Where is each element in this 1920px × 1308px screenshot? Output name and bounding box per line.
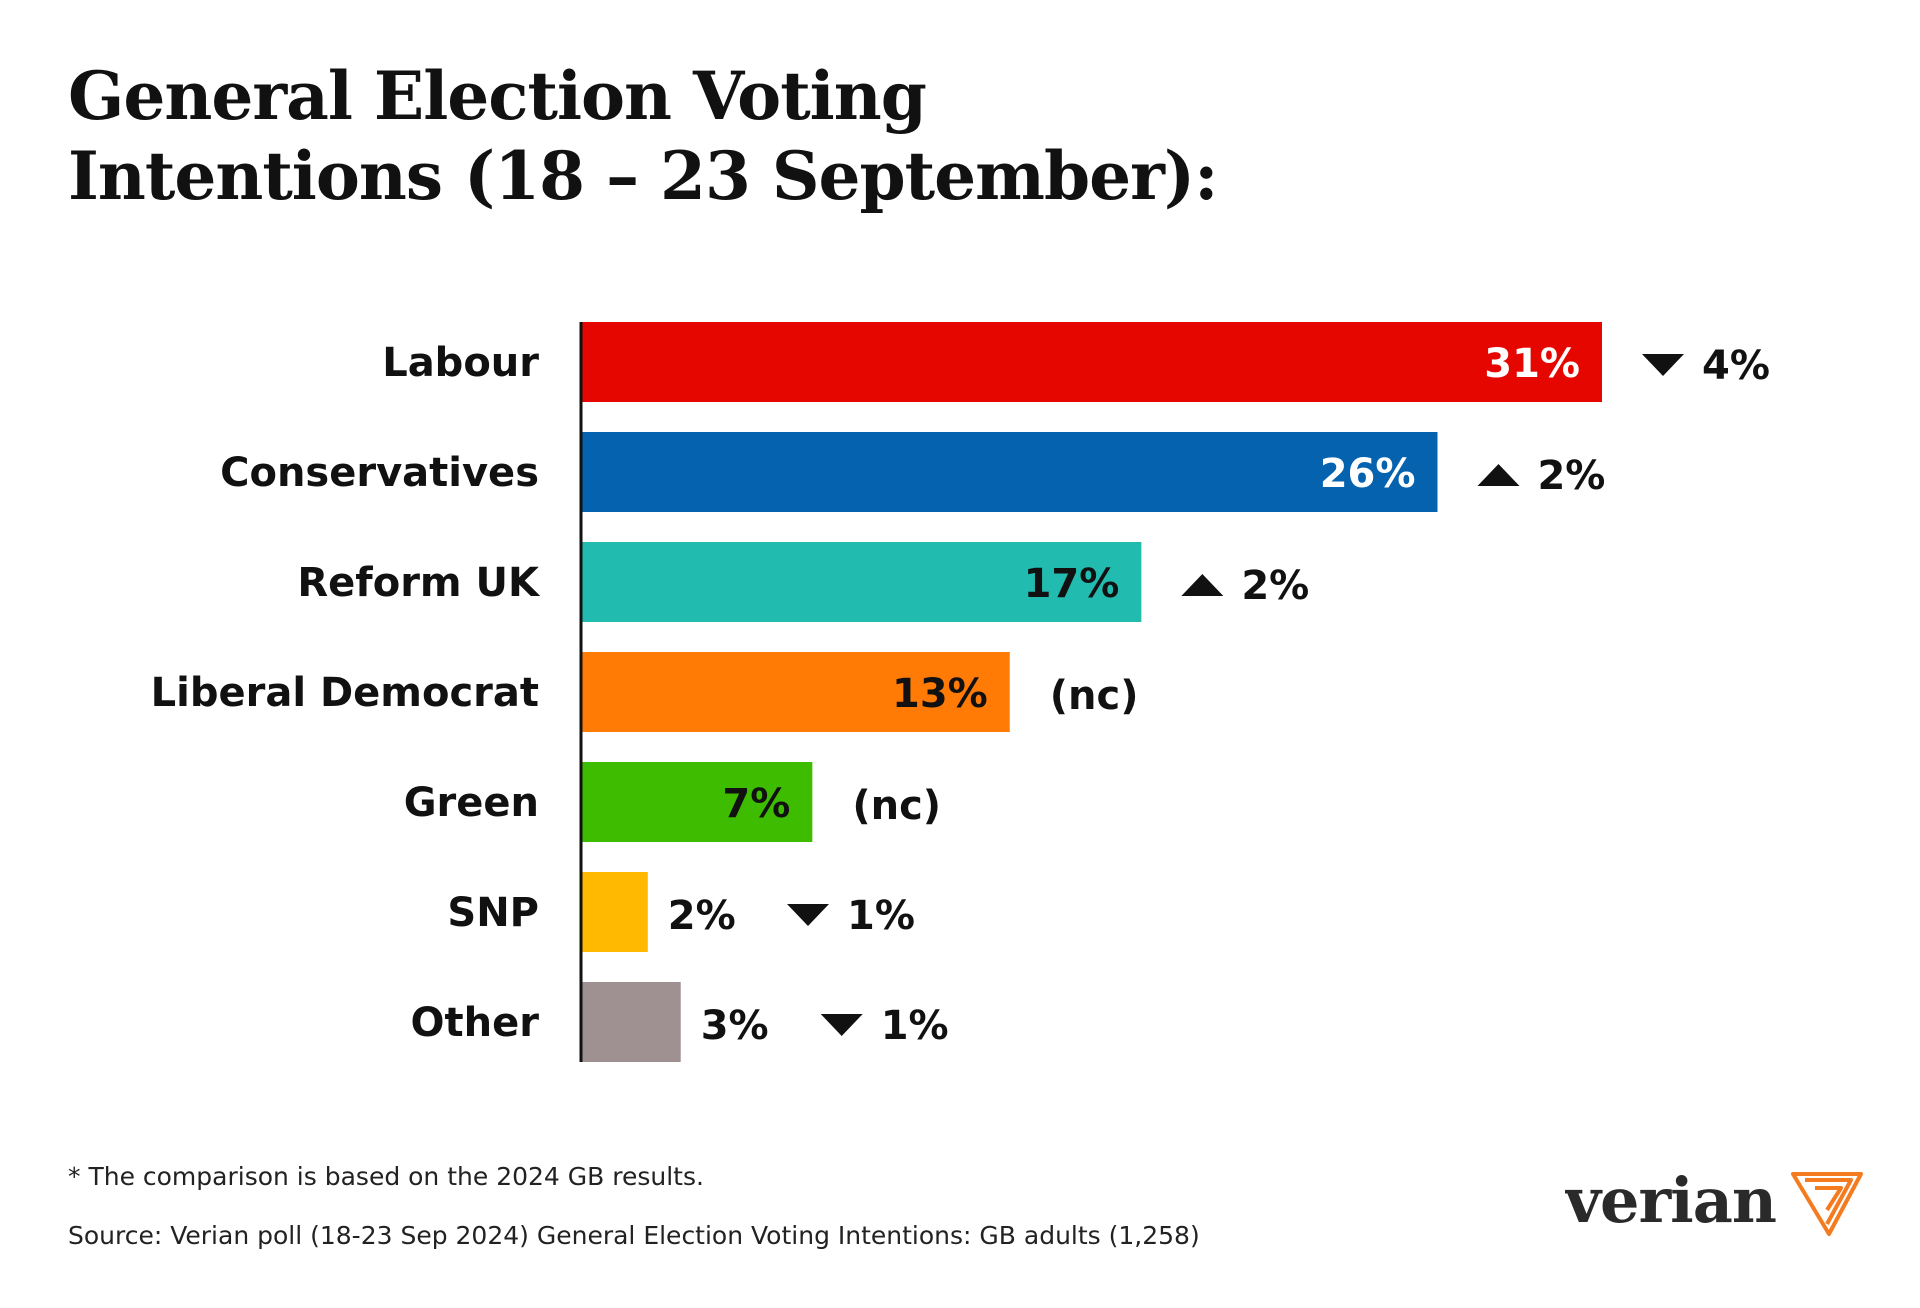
bar-conservatives: [582, 432, 1438, 512]
change-label: 2%: [1537, 453, 1605, 499]
logo-triangle-icon: [1791, 1172, 1863, 1236]
category-label: Reform UK: [297, 560, 541, 606]
bar-green: [582, 762, 813, 842]
value-label: 26%: [1320, 451, 1416, 497]
change-label: 1%: [881, 1003, 949, 1049]
verian-logo: verian: [1565, 1164, 1863, 1237]
bar-snp: [582, 872, 648, 952]
value-label: 31%: [1484, 341, 1580, 387]
category-label: Labour: [382, 340, 539, 386]
change-label: 4%: [1702, 343, 1770, 389]
logo-text: verian: [1565, 1164, 1776, 1237]
chart-title: General Election Voting Intentions (18 –…: [68, 56, 1218, 216]
bar-chart: Labour 31% 4% Conservatives 26% 2% Reform UK 17…: [151, 322, 1770, 1062]
change-label: 2%: [1241, 563, 1309, 609]
change-label: 1%: [847, 893, 915, 939]
title-line-2: Intentions (18 – 23 September):: [68, 137, 1218, 215]
bar-reform-uk: [582, 542, 1142, 622]
bar-liberal-democrat: [582, 652, 1010, 732]
value-label: 7%: [722, 781, 790, 827]
category-label: Conservatives: [220, 450, 539, 496]
source-note: Source: Verian poll (18-23 Sep 2024) Gen…: [68, 1221, 1200, 1250]
value-label: 17%: [1024, 561, 1120, 607]
bar-labour: [582, 322, 1602, 402]
change-label: (nc): [1050, 673, 1139, 719]
triangle-down-icon: [1642, 354, 1684, 376]
category-label: Other: [411, 1000, 540, 1046]
footnote: * The comparison is based on the 2024 GB…: [68, 1162, 704, 1191]
value-label: 2%: [668, 893, 736, 939]
value-label: 13%: [892, 671, 988, 717]
category-label: SNP: [447, 890, 539, 936]
category-label: Green: [404, 780, 539, 826]
category-label: Liberal Democrat: [151, 670, 539, 716]
triangle-down-icon: [820, 1014, 863, 1036]
triangle-down-icon: [787, 904, 829, 926]
triangle-up-icon: [1477, 464, 1520, 486]
bar-other: [582, 982, 681, 1062]
change-label: (nc): [852, 783, 941, 829]
title-line-1: General Election Voting: [68, 57, 927, 135]
value-label: 3%: [701, 1003, 769, 1049]
triangle-up-icon: [1181, 574, 1224, 596]
